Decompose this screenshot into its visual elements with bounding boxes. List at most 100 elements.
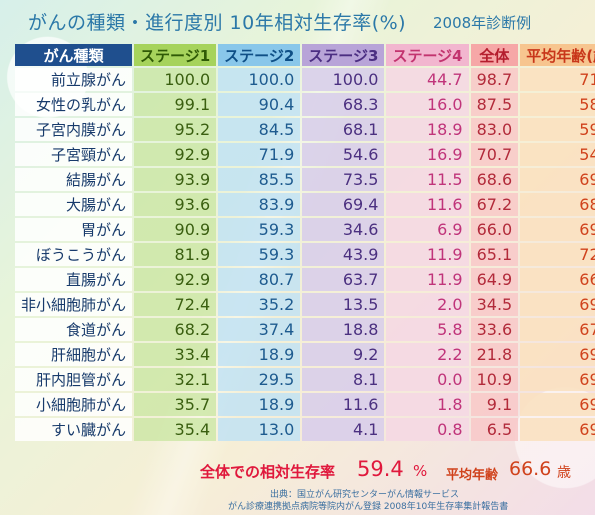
cancer-type-cell: ぼうこうがん: [15, 243, 133, 266]
stage1-cell: 35.4: [134, 418, 217, 441]
stage1-cell: 92.9: [134, 268, 217, 291]
column-header-stage4: ステージ4: [386, 44, 469, 66]
stage1-cell: 90.9: [134, 218, 217, 241]
cancer-type-cell: 子宮内膜がん: [15, 118, 133, 141]
source-line-1: 出典：国立がん研究センターがん情報サービス: [270, 490, 460, 500]
stage2-cell: 71.9: [218, 143, 301, 166]
overall-cell: 67.2: [470, 193, 519, 216]
stage4-cell: 11.9: [386, 268, 469, 291]
average-age-cell: 72.0: [520, 243, 595, 266]
overall-cell: 6.5: [470, 418, 519, 441]
stage2-cell: 100.0: [218, 68, 301, 91]
cancer-type-cell: 肝細胞がん: [15, 343, 133, 366]
cancer-type-cell: 小細胞肺がん: [15, 393, 133, 416]
average-age-cell: 58.6: [520, 93, 595, 116]
column-header-average-age: 平均年齢(歳): [520, 44, 595, 66]
cancer-type-cell: 胃がん: [15, 218, 133, 241]
stage1-cell: 95.2: [134, 118, 217, 141]
column-header-stage1: ステージ1: [134, 44, 217, 66]
overall-cell: 87.5: [470, 93, 519, 116]
overall-cell: 10.9: [470, 368, 519, 391]
stage1-cell: 99.1: [134, 93, 217, 116]
stage4-cell: 6.9: [386, 218, 469, 241]
source-line-2: がん診療連携拠点病院等院内がん登録 2008年10年生存率集計報告書: [228, 502, 509, 512]
cancer-type-cell: 結腸がん: [15, 168, 133, 191]
table-body: 前立腺がん100.0100.0100.044.798.771.2女性の乳がん99…: [15, 68, 595, 441]
average-age-cell: 54.3: [520, 143, 595, 166]
stage2-cell: 18.9: [218, 393, 301, 416]
stage2-cell: 18.9: [218, 343, 301, 366]
stage3-cell: 63.7: [302, 268, 385, 291]
column-header-cancer-type: がん種類: [15, 44, 133, 66]
overall-cell: 98.7: [470, 68, 519, 91]
average-age-cell: 68.7: [520, 193, 595, 216]
stage4-cell: 11.9: [386, 243, 469, 266]
average-age-cell: 69.7: [520, 393, 595, 416]
stage1-cell: 35.7: [134, 393, 217, 416]
overall-cell: 21.8: [470, 343, 519, 366]
overall-rate-unit: %: [413, 462, 428, 480]
stage4-cell: 16.9: [386, 143, 469, 166]
overall-cell: 83.0: [470, 118, 519, 141]
stage3-cell: 34.6: [302, 218, 385, 241]
overall-cell: 66.0: [470, 218, 519, 241]
survival-rate-table: がん種類 ステージ1 ステージ2 ステージ3 ステージ4 全体 平均年齢(歳) …: [13, 42, 595, 443]
average-age-cell: 69.6: [520, 343, 595, 366]
average-age-value: 66.6: [509, 458, 552, 480]
stage1-cell: 93.9: [134, 168, 217, 191]
average-age-label: 平均年齢: [446, 468, 499, 483]
average-age-unit: 歳: [557, 465, 571, 481]
stage4-cell: 1.8: [386, 393, 469, 416]
average-age-cell: 67.6: [520, 318, 595, 341]
average-age-cell: 59.4: [520, 118, 595, 141]
stage1-cell: 72.4: [134, 293, 217, 316]
stage2-cell: 80.7: [218, 268, 301, 291]
overall-cell: 33.6: [470, 318, 519, 341]
average-age-cell: 69.4: [520, 293, 595, 316]
overall-cell: 64.9: [470, 268, 519, 291]
stage3-cell: 8.1: [302, 368, 385, 391]
stage2-cell: 59.3: [218, 218, 301, 241]
cancer-type-cell: すい臓がん: [15, 418, 133, 441]
stage3-cell: 68.1: [302, 118, 385, 141]
overall-rate-value: 59.4: [357, 457, 404, 481]
stage3-cell: 9.2: [302, 343, 385, 366]
stage1-cell: 100.0: [134, 68, 217, 91]
stage3-cell: 11.6: [302, 393, 385, 416]
stage3-cell: 13.5: [302, 293, 385, 316]
cancer-type-cell: 非小細胞肺がん: [15, 293, 133, 316]
stage4-cell: 44.7: [386, 68, 469, 91]
stage2-cell: 84.5: [218, 118, 301, 141]
stage2-cell: 59.3: [218, 243, 301, 266]
average-age-cell: 69.0: [520, 368, 595, 391]
cancer-type-cell: 子宮頸がん: [15, 143, 133, 166]
stage3-cell: 68.3: [302, 93, 385, 116]
stage3-cell: 73.5: [302, 168, 385, 191]
column-header-stage3: ステージ3: [302, 44, 385, 66]
title-row: がんの種類・進行度別 10年相対生存率(%) 2008年診断例: [0, 6, 595, 36]
stage3-cell: 100.0: [302, 68, 385, 91]
stage1-cell: 93.6: [134, 193, 217, 216]
cancer-type-cell: 食道がん: [15, 318, 133, 341]
stage3-cell: 54.6: [302, 143, 385, 166]
stage1-cell: 81.9: [134, 243, 217, 266]
cancer-type-cell: 大腸がん: [15, 193, 133, 216]
stage2-cell: 90.4: [218, 93, 301, 116]
average-age-cell: 71.2: [520, 68, 595, 91]
average-age-cell: 66.5: [520, 268, 595, 291]
cancer-type-cell: 前立腺がん: [15, 68, 133, 91]
stage1-cell: 68.2: [134, 318, 217, 341]
stage2-cell: 29.5: [218, 368, 301, 391]
average-age-cell: 69.0: [520, 218, 595, 241]
cancer-type-cell: 肝内胆管がん: [15, 368, 133, 391]
